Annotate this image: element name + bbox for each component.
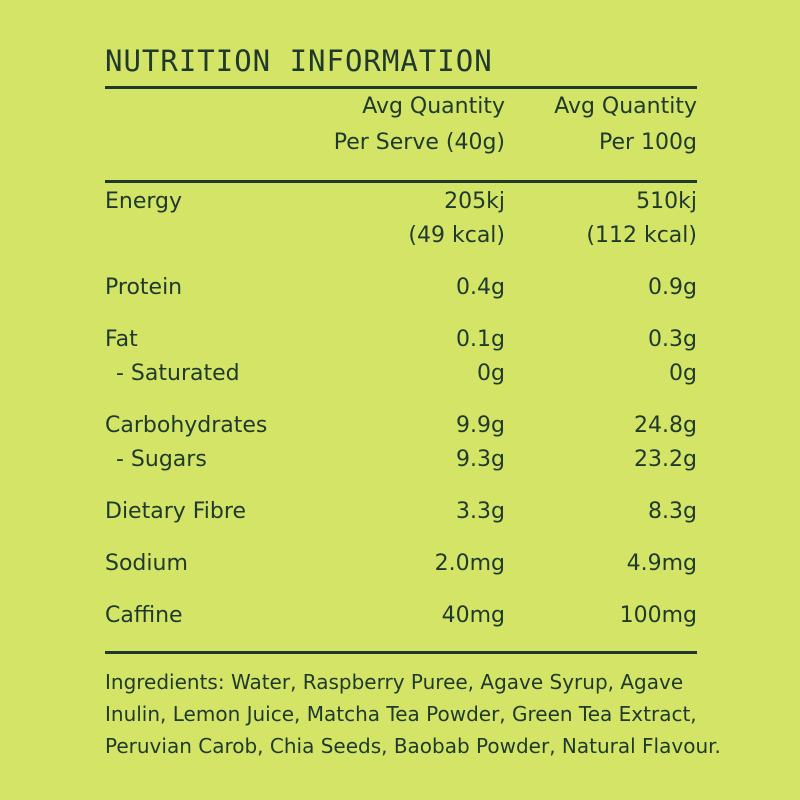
header-spacer — [105, 89, 305, 161]
row-group-energy: Energy 205kj 510kj (49 kcal) (112 kcal) — [105, 185, 697, 253]
per-serve-value: 3.3g — [456, 499, 505, 524]
divider-top — [105, 86, 697, 89]
ingredients-line: Inulin, Lemon Juice, Matcha Tea Powder, … — [105, 702, 697, 726]
table-row-sugars: - Sugars 9.3g 23.2g — [105, 443, 697, 477]
per-100g-value: 510kj — [636, 189, 697, 214]
per-serve-value: 0.1g — [456, 327, 505, 352]
nutrition-panel: NUTRITION INFORMATION Avg Quantity Per S… — [105, 40, 721, 762]
per-serve-value: 40mg — [441, 603, 505, 628]
table-row-protein: Protein 0.4g 0.9g — [105, 271, 697, 305]
nutrient-label: Carbohydrates — [105, 413, 268, 438]
nutrient-label: Sodium — [105, 551, 188, 576]
per-100g-value: 100mg — [619, 603, 697, 628]
table-row-fat: Fat 0.1g 0.3g — [105, 323, 697, 357]
page-title: NUTRITION INFORMATION — [105, 44, 493, 78]
per-serve-value: 9.9g — [456, 413, 505, 438]
table-row-sodium: Sodium 2.0mg 4.9mg — [105, 547, 697, 581]
nutrient-label — [105, 219, 305, 253]
per-100g-value: 24.8g — [634, 413, 697, 438]
nutrient-label: Dietary Fibre — [105, 499, 246, 524]
per-serve-value: 0g — [477, 361, 505, 386]
header-per-100g: Avg Quantity Per 100g — [505, 89, 697, 161]
row-group-fat: Fat 0.1g 0.3g - Saturated 0g 0g — [105, 323, 697, 391]
header-per-100g-line1: Avg Quantity — [554, 94, 697, 119]
header-per-serve: Avg Quantity Per Serve (40g) — [305, 89, 505, 161]
per-serve-value: 205kj — [444, 189, 505, 214]
ingredients-line: Ingredients: Water, Raspberry Puree, Aga… — [105, 670, 684, 694]
per-100g-value: 0.3g — [648, 327, 697, 352]
row-group-dietary-fibre: Dietary Fibre 3.3g 8.3g — [105, 495, 697, 529]
ingredients-text: Ingredients: Water, Raspberry Puree, Aga… — [105, 654, 721, 762]
header-per-serve-line2: Per Serve (40g) — [333, 130, 505, 155]
nutrient-sublabel: - Saturated — [116, 361, 240, 386]
table-header: Avg Quantity Per Serve (40g) Avg Quantit… — [105, 89, 697, 180]
table-row-carbohydrates: Carbohydrates 9.9g 24.8g — [105, 409, 697, 443]
table-body: Energy 205kj 510kj (49 kcal) (112 kcal) … — [105, 183, 697, 651]
nutrient-label: Fat — [105, 327, 138, 352]
per-100g-value: 0g — [669, 361, 697, 386]
header-per-100g-line2: Per 100g — [598, 130, 697, 155]
nutrient-label: Energy — [105, 189, 183, 214]
nutrient-label: Caffine — [105, 603, 183, 628]
divider-bottom — [105, 651, 697, 654]
per-serve-value: 9.3g — [456, 447, 505, 472]
per-100g-value: (112 kcal) — [586, 223, 697, 248]
row-group-carbohydrates: Carbohydrates 9.9g 24.8g - Sugars 9.3g 2… — [105, 409, 697, 477]
row-group-caffine: Caffine 40mg 100mg — [105, 599, 697, 633]
per-100g-value: 0.9g — [648, 275, 697, 300]
per-100g-value: 23.2g — [634, 447, 697, 472]
per-serve-value: 0.4g — [456, 275, 505, 300]
ingredients-line: Peruvian Carob, Chia Seeds, Baobab Powde… — [105, 734, 721, 758]
nutrient-sublabel: - Sugars — [116, 447, 207, 472]
nutrient-label: Protein — [105, 275, 183, 300]
table-row-dietary-fibre: Dietary Fibre 3.3g 8.3g — [105, 495, 697, 529]
per-100g-value: 4.9mg — [626, 551, 697, 576]
row-group-sodium: Sodium 2.0mg 4.9mg — [105, 547, 697, 581]
per-100g-value: 8.3g — [648, 499, 697, 524]
table-row-saturated: - Saturated 0g 0g — [105, 357, 697, 391]
table-row-caffine: Caffine 40mg 100mg — [105, 599, 697, 633]
per-serve-value: (49 kcal) — [408, 223, 505, 248]
header-per-serve-line1: Avg Quantity — [362, 94, 505, 119]
per-serve-value: 2.0mg — [434, 551, 505, 576]
row-group-protein: Protein 0.4g 0.9g — [105, 271, 697, 305]
divider-header — [105, 180, 697, 183]
table-row-energy: Energy 205kj 510kj — [105, 185, 697, 219]
table-row-energy-kcal: (49 kcal) (112 kcal) — [105, 219, 697, 253]
